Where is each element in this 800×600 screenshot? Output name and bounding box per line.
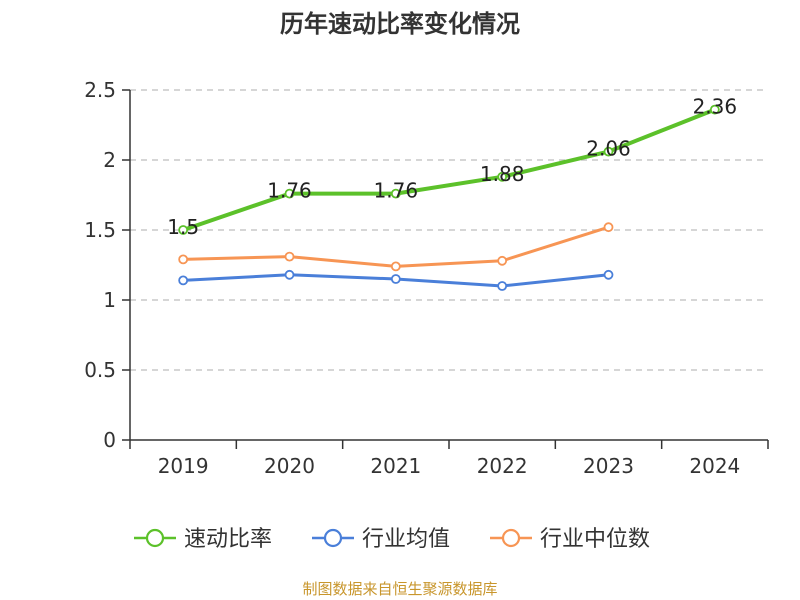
legend-label: 速动比率 — [184, 527, 272, 552]
data-point — [284, 188, 295, 199]
data-point — [178, 275, 189, 286]
data-point — [390, 261, 401, 272]
data-label: 2.36 — [693, 95, 738, 119]
x-tick-label: 2021 — [370, 454, 421, 478]
data-label: 2.06 — [586, 137, 631, 161]
y-tick-label: 1.5 — [84, 218, 116, 242]
x-tick-label: 2020 — [264, 454, 315, 478]
data-point — [390, 188, 401, 199]
data-label-layer: 1.5 1.76 1.76 1.88 2.06 2.36 — [167, 95, 737, 239]
x-tick-label: 2023 — [583, 454, 634, 478]
data-point — [390, 274, 401, 284]
y-tick-label: 1 — [103, 288, 116, 312]
grid-layer — [130, 89, 768, 371]
x-tick-label: 2019 — [158, 454, 209, 478]
legend-marker — [323, 528, 343, 548]
legend-label: 行业中位数 — [540, 527, 650, 552]
data-point — [709, 104, 720, 115]
chart-title: 历年速动比率变化情况 — [280, 10, 520, 38]
y-tick-label: 0.5 — [84, 358, 116, 382]
series-line — [183, 225, 609, 268]
data-point — [178, 225, 189, 235]
data-point — [284, 251, 295, 262]
x-tick-label: 2024 — [689, 454, 740, 478]
legend-marker — [145, 528, 165, 548]
y-tick-label: 0 — [103, 428, 116, 452]
data-point — [497, 281, 508, 291]
data-label: 1.76 — [374, 179, 419, 203]
x-tick-label: 2022 — [477, 454, 528, 478]
y-tick-label: 2 — [103, 148, 116, 172]
legend-marker — [501, 528, 521, 548]
data-point — [497, 171, 508, 182]
data-point — [178, 254, 189, 265]
legend-label: 行业均值 — [362, 527, 450, 552]
data-label: 1.5 — [167, 215, 199, 239]
source-note: 制图数据来自恒生聚源数据库 — [302, 580, 498, 598]
data-point — [603, 222, 614, 233]
series-line — [182, 107, 716, 232]
data-point — [284, 269, 295, 280]
data-label: 1.88 — [480, 162, 525, 186]
axis-layer: 0 0.5 1 1.5 2 2.5 2019 2020 2021 2022 2023 2024 — [84, 78, 769, 478]
series-layer — [178, 104, 720, 291]
data-point — [603, 269, 614, 280]
data-point — [603, 146, 614, 157]
y-tick-label: 2.5 — [84, 78, 116, 102]
legend: 速动比率 行业均值 行业中位数 — [134, 527, 650, 552]
data-point — [497, 255, 508, 266]
data-label: 1.76 — [267, 179, 312, 203]
